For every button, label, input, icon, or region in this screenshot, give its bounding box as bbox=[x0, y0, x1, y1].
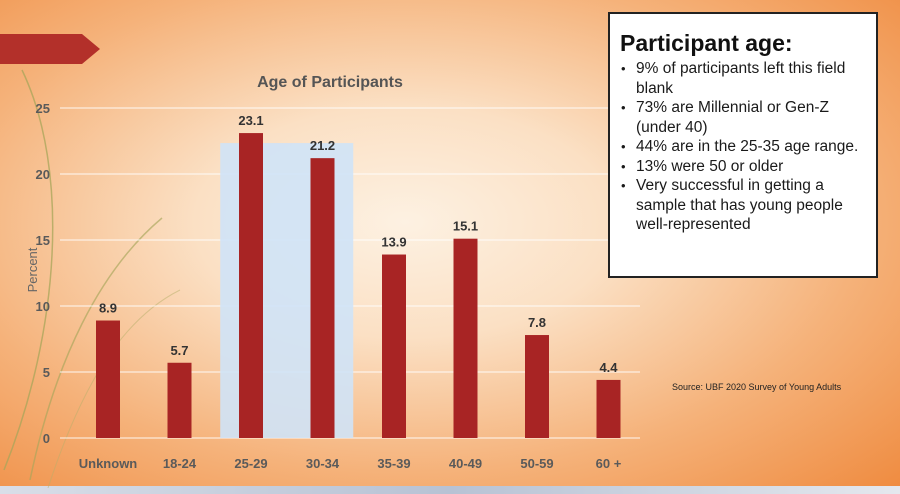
summary-bullet: 44% are in the 25-35 age range. bbox=[620, 137, 866, 157]
bar-value-label: 4.4 bbox=[599, 360, 618, 375]
bar-50-59 bbox=[525, 335, 549, 438]
chart-title: Age of Participants bbox=[257, 74, 403, 91]
y-tick-label: 10 bbox=[36, 299, 50, 314]
x-tick-label: 25-29 bbox=[234, 456, 267, 471]
summary-bullets: 9% of participants left this field blank… bbox=[620, 59, 866, 235]
bar-60 bbox=[596, 379, 621, 438]
bar-40-49 bbox=[453, 238, 478, 438]
bar-value-label: 21.2 bbox=[310, 138, 335, 153]
summary-title: Participant age: bbox=[620, 30, 793, 56]
x-tick-label: 50-59 bbox=[520, 456, 553, 471]
x-tick-label: 40-49 bbox=[449, 456, 482, 471]
summary-bullet: Very successful in getting a sample that… bbox=[620, 176, 866, 235]
bar-value-label: 15.1 bbox=[453, 219, 478, 234]
y-axis-label: Percent bbox=[25, 247, 40, 292]
bar-35-39 bbox=[382, 254, 406, 438]
x-tick-label: Unknown bbox=[79, 456, 138, 471]
y-tick-label: 15 bbox=[36, 233, 50, 248]
y-tick-label: 25 bbox=[36, 101, 50, 116]
bar-18-24 bbox=[167, 362, 192, 438]
bar-unknown bbox=[96, 320, 120, 438]
bar-value-label: 8.9 bbox=[99, 301, 117, 316]
x-tick-label: 18-24 bbox=[163, 456, 197, 471]
bar-25-29 bbox=[239, 133, 263, 438]
y-tick-label: 0 bbox=[43, 431, 50, 446]
bar-value-label: 5.7 bbox=[170, 343, 188, 358]
bar-value-label: 13.9 bbox=[381, 235, 406, 250]
summary-bullet: 13% were 50 or older bbox=[620, 157, 866, 177]
x-tick-label: 30-34 bbox=[306, 456, 340, 471]
x-tick-label: 35-39 bbox=[377, 456, 410, 471]
participant-age-summary: Participant age: 9% of participants left… bbox=[608, 12, 878, 278]
source-note: Source: UBF 2020 Survey of Young Adults bbox=[672, 382, 842, 392]
bottom-strip bbox=[0, 486, 900, 494]
summary-bullet: 9% of participants left this field blank bbox=[620, 59, 866, 98]
summary-bullet: 73% are Millennial or Gen-Z (under 40) bbox=[620, 98, 866, 137]
x-tick-label: 60 + bbox=[596, 456, 622, 471]
y-tick-label: 5 bbox=[43, 365, 50, 380]
decorative-arrow-tab bbox=[0, 34, 100, 64]
bar-value-label: 7.8 bbox=[528, 315, 546, 330]
bar-30-34 bbox=[310, 158, 335, 438]
decorative-swoosh-1 bbox=[3, 69, 54, 471]
y-tick-label: 20 bbox=[36, 167, 50, 182]
bar-value-label: 23.1 bbox=[238, 113, 263, 128]
